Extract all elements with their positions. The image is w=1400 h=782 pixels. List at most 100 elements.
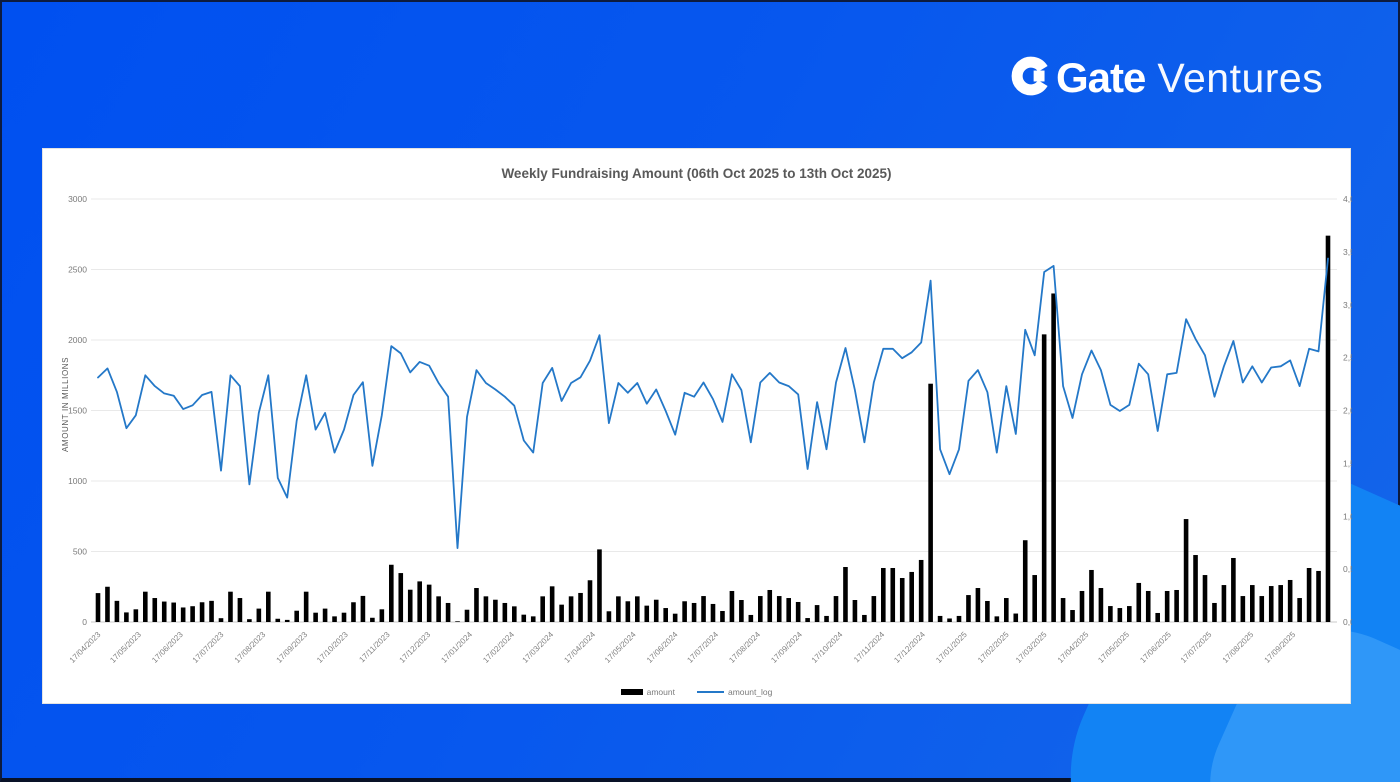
amount-bar [758,596,763,622]
x-axis-tick-label: 17/02/2024 [481,630,516,665]
x-axis-tick-label: 17/06/2023 [150,630,185,665]
amount-bar [928,383,933,622]
amount-bar [644,605,650,622]
amount-bar [795,601,801,622]
amount-bar [294,610,299,622]
right-axis-tick-label: 4,0 [1343,194,1352,204]
amount-bar [530,616,536,622]
amount-bar [95,593,101,622]
amount-bar [890,567,896,622]
x-axis-tick-label: 17/06/2024 [645,630,680,665]
amount-bar [1108,606,1113,622]
amount-bar [379,609,385,622]
amount-bar [767,589,773,622]
amount-bar [266,591,271,622]
amount-bar [124,612,129,622]
brand-name-gate: Gate [1056,54,1146,101]
amount-bar [1278,585,1283,622]
amount-bar [597,549,602,622]
amount-bar [152,598,158,622]
amount-bar [985,600,990,622]
x-axis-tick-label: 17/02/2025 [976,630,1011,665]
brand-name-ventures: Ventures [1157,54,1324,101]
amount-bar [1136,582,1142,622]
amount-bar [105,586,110,622]
amount-bar [1089,569,1094,622]
x-axis-tick-label: 17/04/2023 [68,630,103,665]
amount-bar [455,621,460,622]
x-axis-tick-label: 17/03/2025 [1014,630,1049,665]
amount-bar [1004,598,1009,622]
chart-svg: 3000 2500 2000 1500 1000 500 0 4,0 3,5 3,0 2,5 2,0 1… [68,194,1352,665]
amount-bar [512,606,517,622]
x-axis-tick-label: 17/08/2025 [1221,630,1256,665]
amount-bar [521,614,527,622]
amount-bar [389,564,394,622]
amount-bar [578,592,583,622]
amount-bar [171,602,176,622]
amount-bar [256,608,262,622]
amount-bar [994,616,1000,622]
amount-bar [313,612,318,622]
x-axis-tick-label: 17/05/2025 [1096,630,1131,665]
right-axis-tick-label: 2,5 [1343,353,1352,363]
amount-bar [464,609,470,622]
amount-bar [833,596,839,622]
amount-bar [899,578,905,622]
x-axis-tick-label: 17/07/2025 [1179,630,1214,665]
amount-bar [710,603,716,622]
x-axis-tick-label: 17/09/2024 [769,630,804,665]
amount-bar [937,615,943,622]
amount-bar [852,600,858,622]
amount-bar [218,618,224,622]
amount-bar [417,581,422,622]
amount-bar [1306,567,1312,622]
legend-item-amount: amount [620,687,675,697]
x-axis-tick-label: 17/05/2023 [108,630,143,665]
amount-bar [701,596,706,622]
amount-bar [653,599,659,622]
amount-bar [370,617,375,622]
amount-bar [814,605,820,622]
amount-log-line [97,257,1329,550]
right-axis-tick-label: 2,0 [1343,406,1352,416]
amount-bar [341,612,347,622]
amount-bar [1250,585,1255,622]
right-axis-tick-label: 0,0 [1343,617,1352,627]
amount-bar [1013,613,1019,622]
amount-bar [720,611,725,622]
left-axis-tick-label: 1500 [68,406,87,416]
amount-bar [1183,519,1189,622]
amount-bar [975,588,981,622]
amount-bar [1316,570,1321,622]
x-axis-tick-label: 17/06/2025 [1138,630,1173,665]
amount-bar [739,600,744,622]
x-axis-tick-label: 17/04/2024 [562,630,597,665]
left-axis-tick-label: 2000 [68,335,87,345]
left-axis-tick-label: 2500 [68,265,87,275]
amount-log-line-swatch [696,691,724,693]
amount-bar [1060,598,1066,622]
left-axis-tick-label: 1000 [68,476,87,486]
amount-bar [1268,586,1274,622]
amount-bar [360,595,366,622]
x-axis-tick-label: 17/01/2024 [439,630,474,665]
amount-bar [247,619,252,622]
amount-bar [966,595,971,622]
left-axis-tick-label: 500 [73,547,87,557]
amount-bar [436,596,441,622]
amount-bar [1051,293,1056,622]
right-axis-tick-label: 1,0 [1343,511,1352,521]
amount-bar [1041,334,1047,622]
amount-bar [843,567,848,622]
amount-bar [672,613,678,622]
amount-bar [1259,596,1265,622]
amount-bar [143,591,148,622]
amount-bar [568,596,574,622]
right-axis-tick-label: 0,5 [1343,564,1352,574]
amount-bar [559,604,564,622]
amount-bar [1325,235,1331,622]
right-axis-tick-label: 3,0 [1343,300,1352,310]
amount-bar [398,573,404,622]
chart-legend: amount amount_log [43,687,1350,697]
